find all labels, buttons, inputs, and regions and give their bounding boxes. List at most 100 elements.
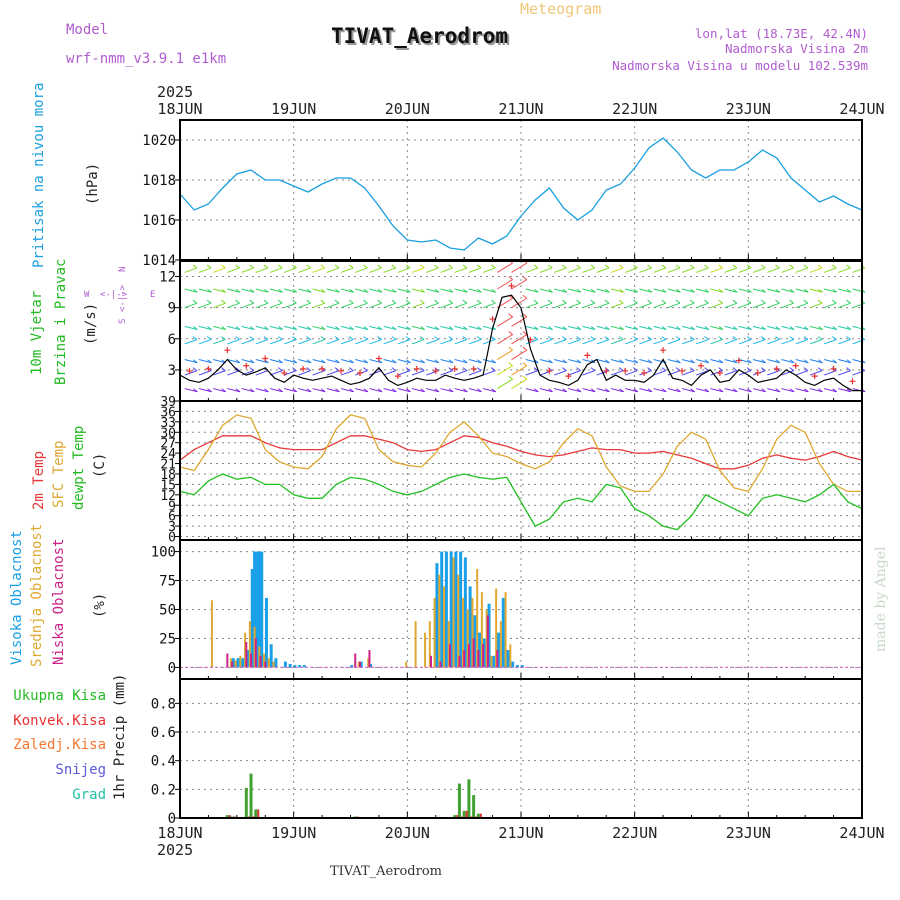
wind-arrow (383, 339, 397, 345)
wind-arrow-head (562, 336, 567, 340)
cloud-mid-bar (239, 655, 242, 668)
wind-arrow (426, 339, 439, 345)
wind-arrow (227, 288, 241, 293)
wind-arrow (511, 262, 528, 273)
wind-arrow-head (590, 336, 596, 340)
cloud-mid-bar (258, 646, 261, 668)
wind-arrow-head (491, 326, 497, 330)
wind-arrow (653, 302, 666, 309)
cloud-high-bar (288, 663, 292, 668)
wind-ytitle-line1: 10m Vjetar (29, 291, 45, 375)
wind-arrow (696, 267, 709, 273)
wind-arrow (767, 370, 780, 376)
wind-arrow-head (775, 264, 780, 269)
wind-arrow-head (448, 299, 453, 304)
gust-marker (679, 367, 686, 374)
y-tick-label: 0.2 (151, 782, 176, 798)
wind-arrow (511, 334, 528, 345)
wind-arrow (468, 388, 482, 393)
bottom-date-label: 24JUN (839, 824, 884, 842)
wind-arrow (823, 388, 837, 393)
y-tick-label: 24 (160, 447, 176, 462)
wind-arrow-head (675, 264, 681, 269)
gust-marker (849, 378, 856, 385)
wind-arrow-head (448, 388, 454, 393)
wind-arrow (554, 325, 567, 331)
wind-arrow-head (832, 336, 837, 340)
wind-arrow-head (590, 299, 596, 304)
wind-arrow (269, 288, 283, 293)
wind-arrow (752, 302, 766, 309)
wind-arrow (255, 325, 269, 331)
wind-arrow (468, 267, 482, 273)
wind-arrow (411, 339, 425, 345)
wind-arrow-head (235, 299, 240, 304)
compass-n: N (118, 267, 128, 272)
wind-arrow-head (562, 288, 568, 293)
wind-arrow (596, 288, 610, 293)
cloud-mid-bar (495, 588, 498, 668)
cloud-mid-bar (263, 653, 266, 668)
wind-arrow-head (775, 336, 780, 340)
wind-arrow (312, 325, 326, 331)
compass-we-arrow: <-|-> (100, 290, 128, 300)
wind-arrow (795, 267, 809, 273)
precip-total-bar (472, 795, 476, 818)
y-tick-label: 1016 (142, 213, 176, 229)
wind-arrow (440, 370, 453, 376)
wind-arrow-head (789, 388, 795, 393)
wind-arrow (681, 288, 695, 293)
wind-arrow (383, 370, 397, 376)
wind-arrow-head (377, 299, 382, 304)
wind-arrow (383, 288, 397, 293)
wind-arrow (823, 325, 837, 331)
cloud-high-bar (478, 632, 482, 668)
wind-arrow (298, 325, 312, 331)
gust-marker (319, 365, 326, 372)
wind-arrow-head (192, 264, 198, 269)
cloud-low-bar (439, 661, 442, 668)
cloud-low-bar (245, 641, 248, 668)
wind-arrow-head (306, 359, 312, 364)
wind-arrow (184, 370, 198, 376)
wind-arrow-head (718, 264, 723, 269)
wind-arrow (298, 370, 311, 376)
wind-arrow (596, 325, 610, 331)
compass-s: S (118, 319, 128, 324)
wind-arrow-head (221, 299, 226, 304)
wind-arrow-head (320, 359, 326, 364)
y-tick-label: 21 (160, 458, 176, 473)
wind-arrow-head (746, 299, 752, 304)
wind-arrow (369, 388, 383, 393)
gust-marker (262, 355, 269, 362)
wind-arrow-head (420, 388, 425, 393)
precip-conv-bar (456, 815, 459, 818)
wind-arrow (369, 359, 383, 364)
wind-arrow (326, 267, 340, 273)
wind-arrow-head (548, 288, 553, 293)
wind-arrow (525, 288, 539, 293)
wind-arrow-head (746, 336, 752, 340)
altitude-label: Nadmorska Visina 2m (725, 41, 868, 56)
wind-arrow (681, 339, 695, 345)
wind-arrow (184, 302, 198, 309)
cloud-mid-bar (480, 592, 483, 668)
wind-arrow-head (618, 336, 624, 340)
wind-arrow-head (704, 326, 710, 330)
wind-arrow (312, 388, 326, 393)
wind-arrow-head (647, 299, 652, 304)
wind-arrow-head (277, 367, 283, 372)
pressure-line (179, 137, 863, 251)
wind-arrow (255, 359, 269, 364)
gust-marker (338, 367, 345, 374)
wind-arrow-head (391, 264, 397, 269)
wind-arrow (369, 370, 382, 376)
wind-arrow (355, 359, 368, 364)
wind-arrow-head (690, 388, 695, 393)
y-tick-label: 50 (159, 603, 176, 619)
wind-arrow-head (562, 264, 567, 269)
wind-arrow (340, 267, 354, 273)
wind-arrow (681, 302, 695, 309)
wind-arrow (525, 267, 539, 273)
wind-arrow-head (419, 336, 425, 340)
